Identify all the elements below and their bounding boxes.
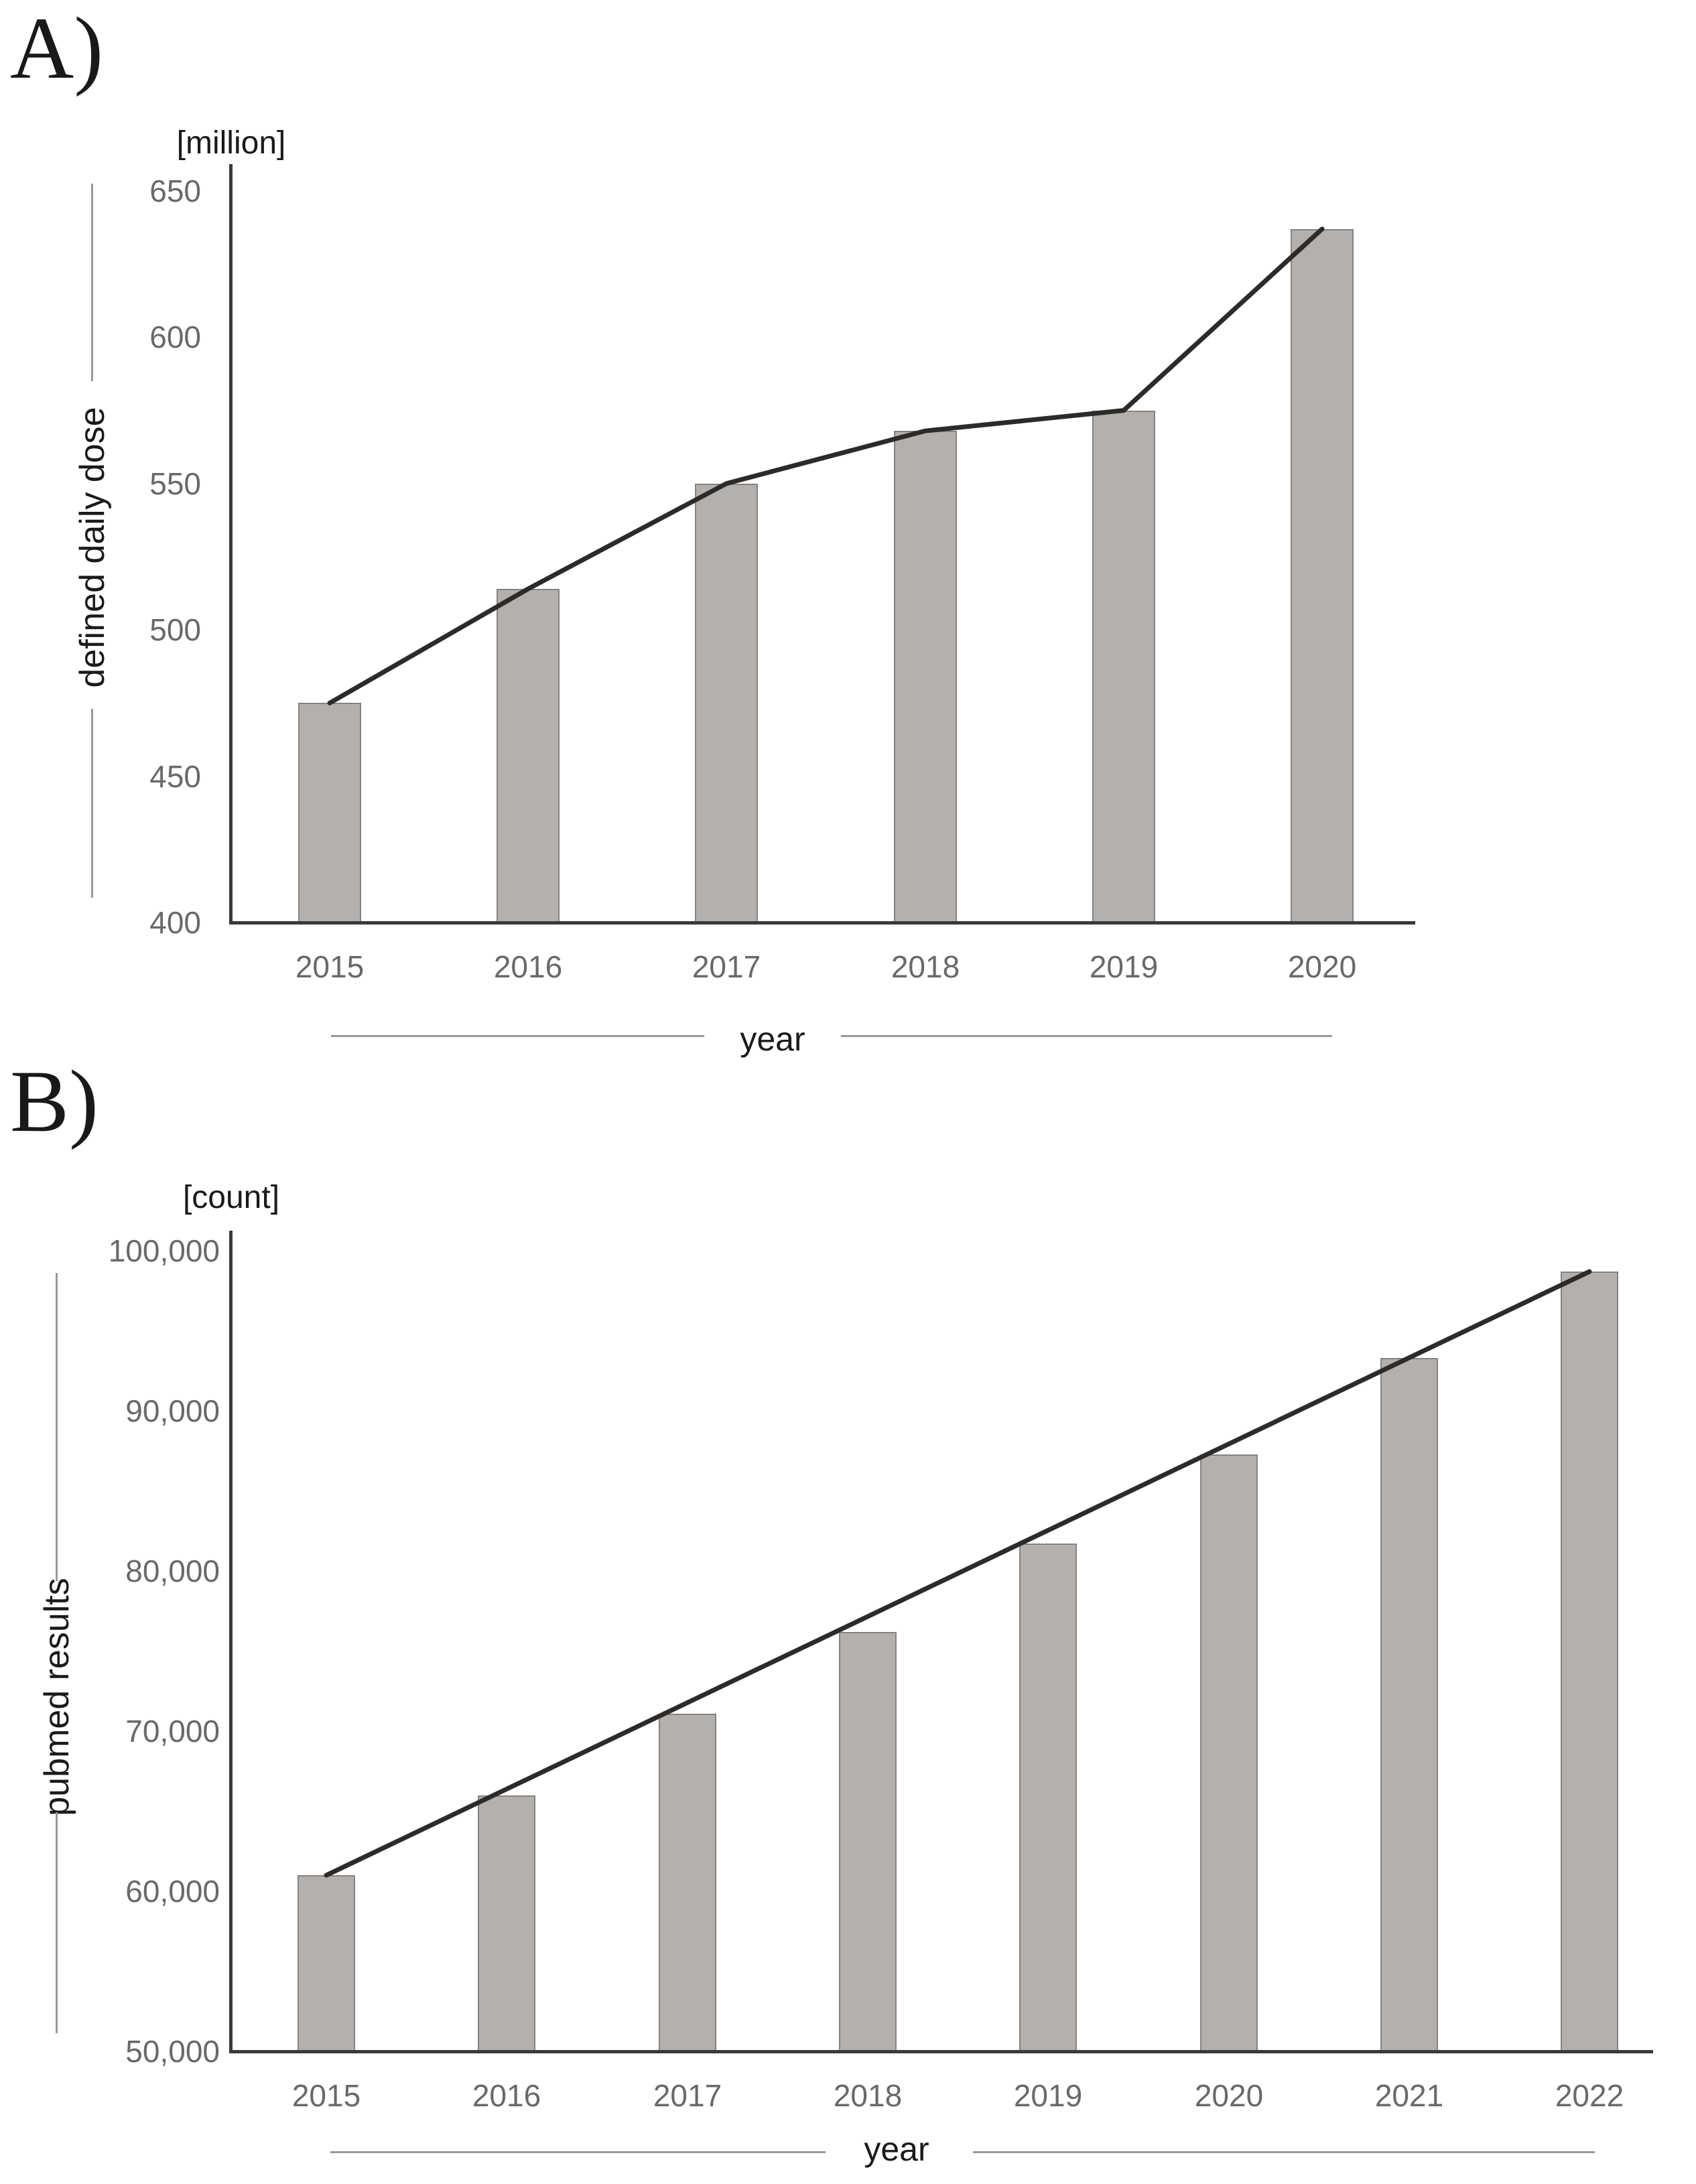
x-title-rule-left [330, 2151, 826, 2153]
x-tick-label: 2018 [833, 2078, 903, 2113]
y-tick-label: 70,000 [125, 1714, 220, 1749]
y-title-rule-top [56, 1273, 58, 1581]
bar-2016 [478, 1795, 535, 2053]
y-tick-label: 80,000 [125, 1554, 220, 1588]
y-axis-unit-label-b: [count] [182, 1180, 280, 1215]
y-axis-title-b: pubmed results [38, 1578, 76, 1816]
bar-2022 [1561, 1272, 1618, 2053]
x-tick-label: 2015 [291, 2078, 361, 2113]
y-title-rule-bottom [56, 1812, 58, 2033]
y-axis-line [229, 164, 233, 924]
panel-label-b: B) [10, 1052, 99, 1150]
x-tick-label: 2019 [1089, 949, 1159, 984]
x-tick-label: 2015 [295, 949, 365, 984]
y-tick-label: 600 [149, 320, 201, 355]
bar-2018 [839, 1631, 897, 2053]
y-tick-label: 550 [149, 466, 201, 501]
bar-2015 [298, 1875, 355, 2053]
y-tick-label: 60,000 [125, 1874, 220, 1909]
x-tick-label: 2019 [1013, 2078, 1083, 2113]
x-tick-label: 2018 [891, 949, 960, 984]
y-title-rule-top [91, 184, 93, 381]
x-axis-title-a: year [740, 1020, 805, 1058]
x-tick-label: 2020 [1287, 949, 1357, 984]
x-title-rule-right [841, 1035, 1332, 1037]
y-axis-unit-label-a: [million] [176, 125, 286, 161]
bar-2020 [1291, 228, 1354, 924]
y-tick-label: 400 [149, 905, 201, 940]
y-tick-label: 500 [149, 612, 201, 648]
x-axis-line [229, 921, 1415, 925]
bar-2021 [1380, 1358, 1438, 2053]
bar-2017 [659, 1713, 716, 2053]
x-tick-label: 2017 [653, 2078, 722, 2113]
y-tick-label: 650 [149, 174, 201, 208]
x-title-rule-left [331, 1035, 704, 1037]
bar-2016 [497, 589, 560, 924]
x-tick-label: 2022 [1555, 2078, 1624, 2113]
x-tick-label: 2016 [493, 949, 563, 984]
bar-2019 [1019, 1544, 1077, 2053]
x-tick-label: 2021 [1374, 2078, 1444, 2113]
bar-2017 [695, 483, 758, 924]
bar-2015 [298, 703, 361, 924]
x-title-rule-right [973, 2151, 1595, 2153]
y-tick-label: 90,000 [125, 1393, 220, 1428]
x-tick-label: 2020 [1194, 2078, 1264, 2113]
x-tick-label: 2017 [692, 949, 761, 984]
panel-label-a: A) [10, 0, 104, 97]
bar-2019 [1092, 410, 1155, 924]
trend-line [327, 226, 1325, 705]
bar-2018 [894, 431, 957, 924]
bar-2020 [1200, 1454, 1258, 2053]
x-axis-title-b: year [864, 2130, 929, 2168]
y-title-rule-bottom [91, 709, 93, 898]
y-tick-label: 450 [149, 758, 201, 794]
y-tick-label: 50,000 [125, 2034, 220, 2069]
y-tick-label: 100,000 [108, 1233, 220, 1268]
x-axis-line [229, 2050, 1653, 2053]
y-axis-line [229, 1231, 233, 2053]
x-tick-label: 2016 [472, 2078, 541, 2113]
